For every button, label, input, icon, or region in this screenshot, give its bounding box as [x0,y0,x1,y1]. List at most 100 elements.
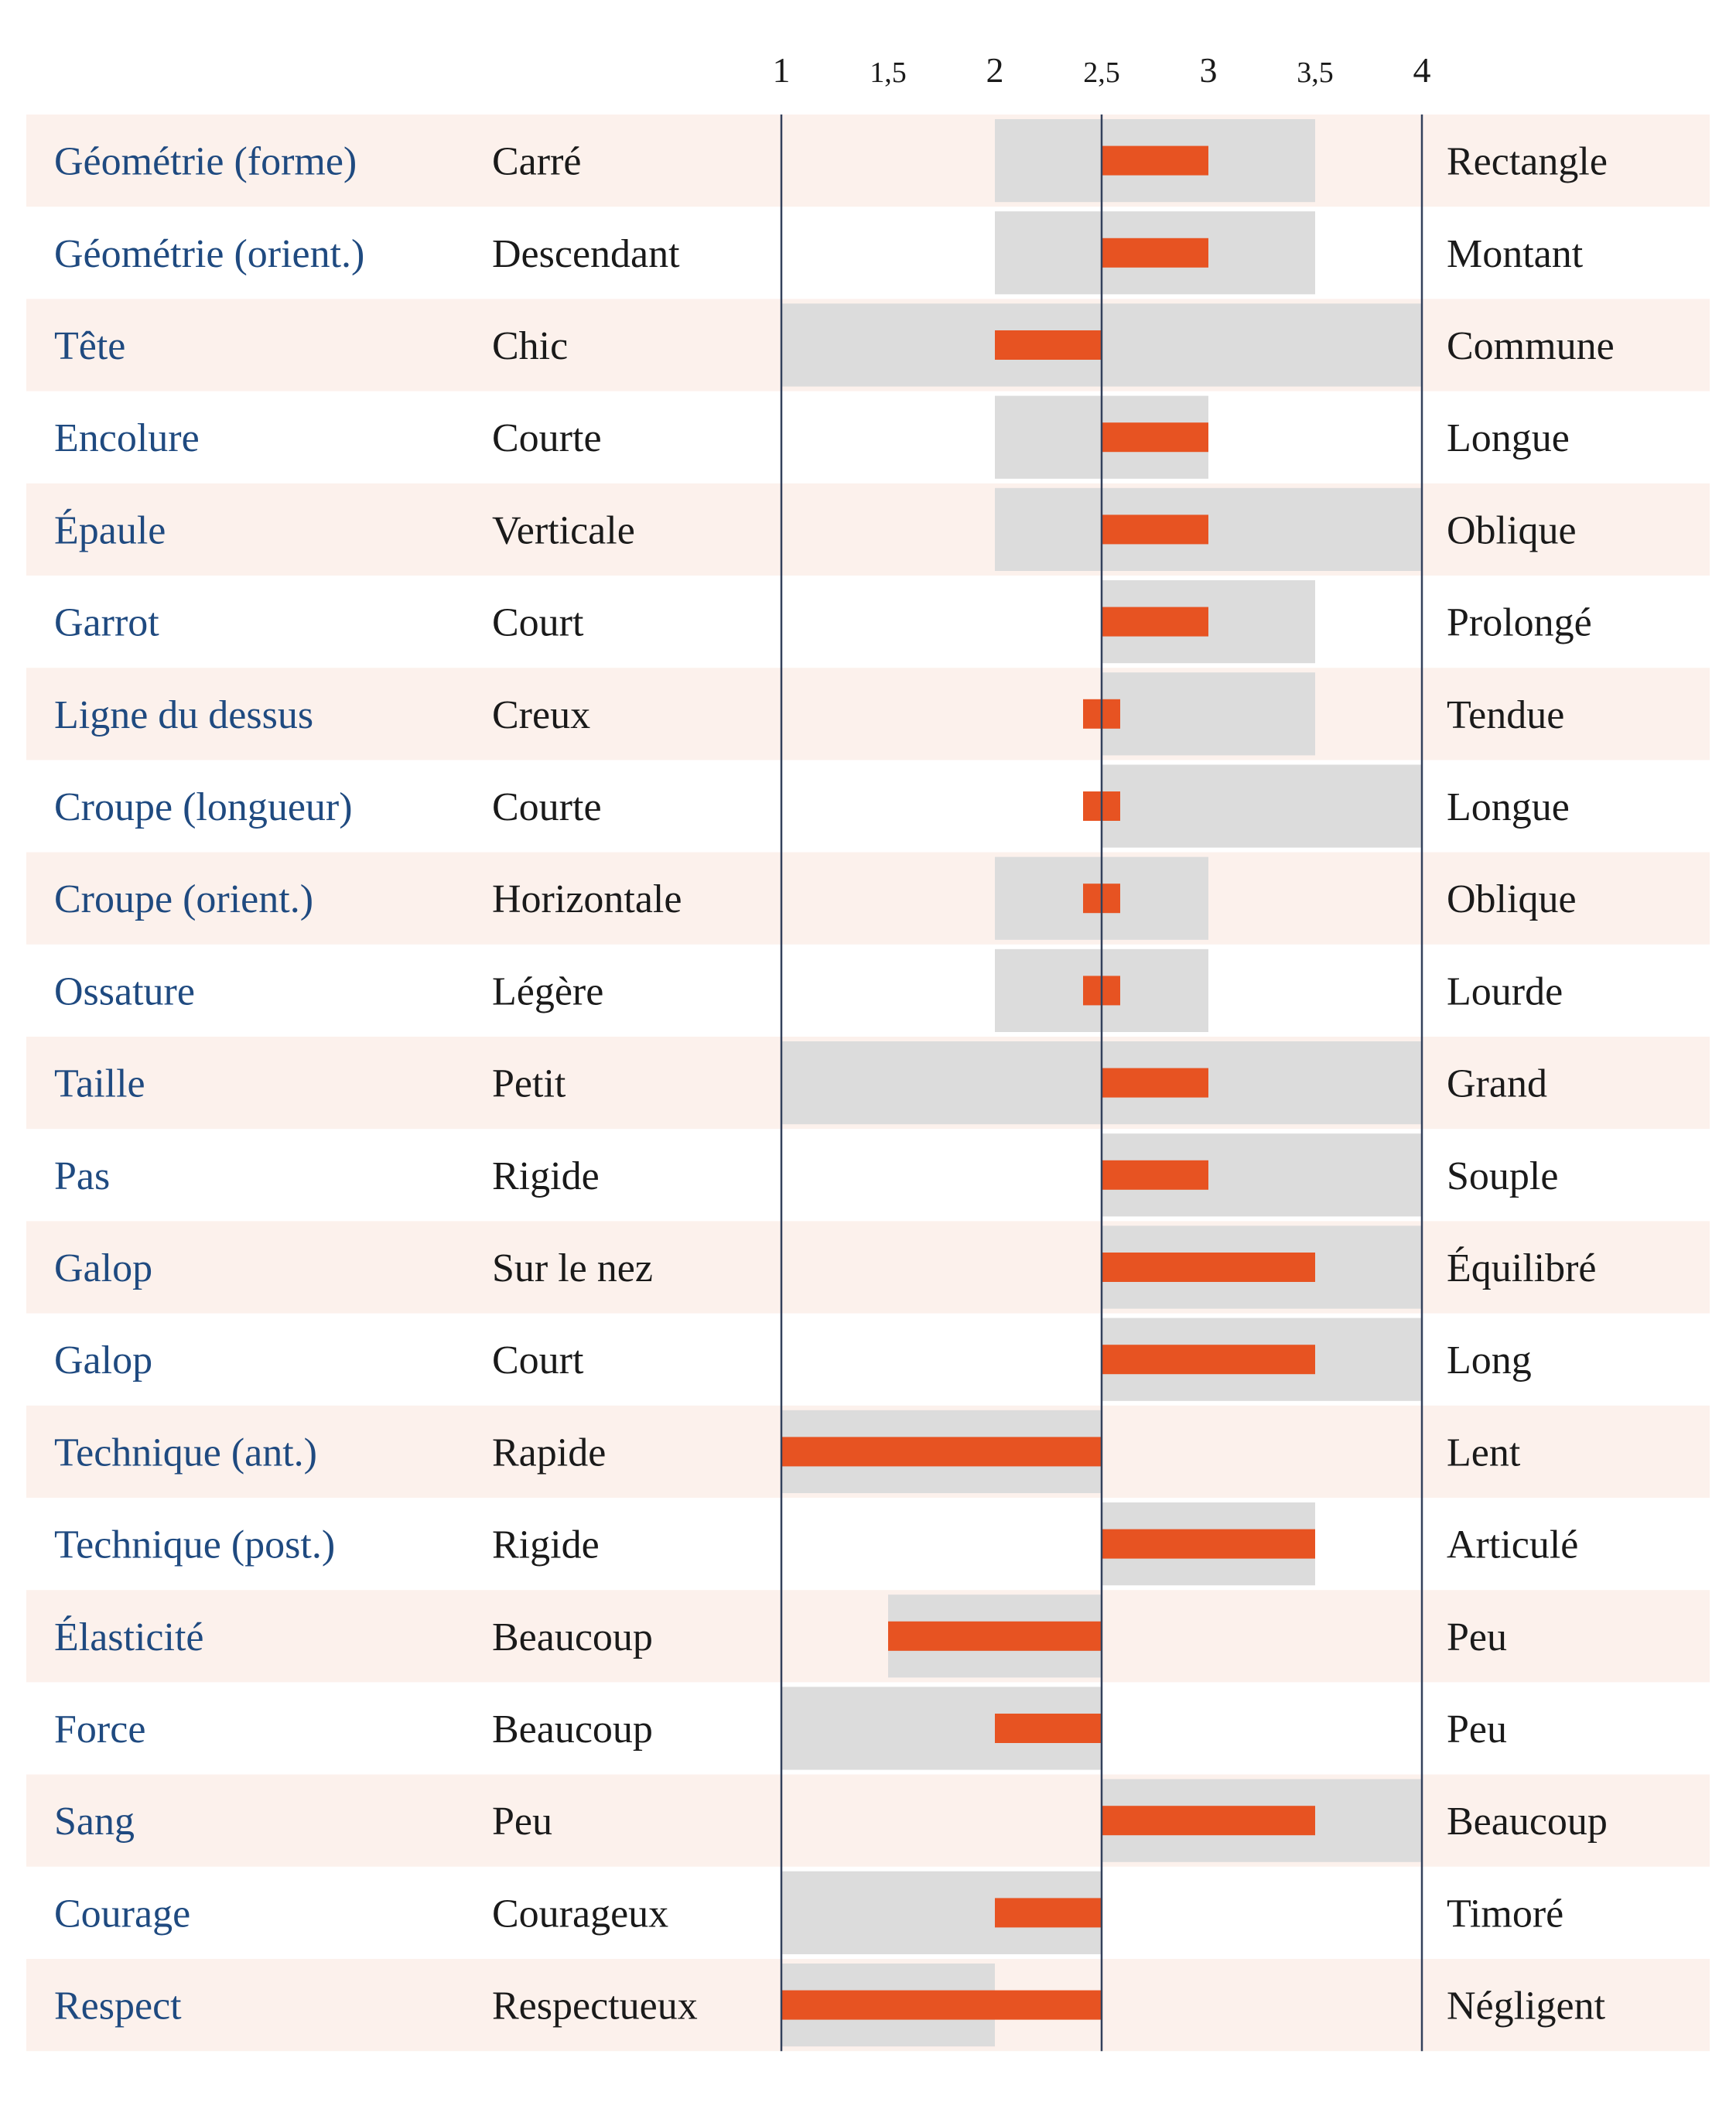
value-bar [1102,422,1208,453]
left-pole-label: Beaucoup [492,1615,653,1659]
value-bar [1102,1253,1315,1282]
trait-label: Géométrie (orient.) [54,232,364,276]
row-band [26,668,1710,760]
x-tick-label: 4 [1413,50,1431,90]
left-pole-label: Courageux [492,1892,668,1936]
left-pole-label: Court [492,601,584,645]
left-pole-label: Descendant [492,232,680,276]
row-band [26,483,1710,576]
value-bar [781,1437,1102,1467]
left-pole-label: Respectueux [492,1984,698,2029]
x-tick-label: 3 [1200,50,1218,90]
trait-label: Sang [54,1800,135,1844]
right-pole-label: Souple [1447,1154,1558,1198]
right-pole-label: Rectangle [1447,140,1608,184]
x-tick-label: 1,5 [870,56,907,89]
trait-label: Élasticité [54,1615,203,1659]
left-pole-label: Chic [492,324,568,368]
left-pole-label: Rigide [492,1523,600,1567]
left-pole-label: Creux [492,693,590,737]
range-bar [1102,672,1315,756]
trait-label: Géométrie (forme) [54,140,357,184]
trait-label: Galop [54,1338,152,1383]
left-pole-label: Courte [492,785,602,829]
trait-label: Garrot [54,601,159,645]
right-pole-label: Oblique [1447,877,1577,921]
left-pole-label: Rapide [492,1430,606,1475]
trait-label: Technique (ant.) [54,1430,317,1475]
value-bar [1102,1068,1208,1098]
left-pole-label: Petit [492,1062,566,1106]
value-bars [781,145,1315,2020]
trait-label: Tête [54,324,125,368]
row-labels: Géométrie (forme) Carré Rectangle Géométrie… [54,140,1615,2029]
right-pole-label: Négligent [1447,1984,1606,2029]
row-band [26,1221,1710,1314]
left-pole-label: Beaucoup [492,1707,653,1752]
left-pole-label: Verticale [492,508,635,552]
x-tick-label: 2,5 [1083,56,1120,89]
value-bar [1102,607,1208,637]
trait-label: Galop [54,1246,152,1290]
right-pole-label: Montant [1447,232,1584,276]
left-pole-label: Peu [492,1800,552,1844]
value-bar [1102,1160,1208,1190]
value-bar [781,1990,1102,2020]
trait-label: Croupe (longueur) [54,785,353,829]
right-pole-label: Articulé [1447,1523,1578,1567]
value-bar [995,330,1102,360]
value-bar [995,1898,1102,1928]
left-pole-label: Court [492,1338,584,1383]
value-bar [1102,145,1208,176]
right-pole-label: Commune [1447,324,1615,368]
trait-label: Ligne du dessus [54,693,313,737]
row-band [26,852,1710,945]
trait-label: Taille [54,1062,145,1106]
right-pole-label: Beaucoup [1447,1800,1608,1844]
left-pole-label: Horizontale [492,877,682,921]
row-band [26,114,1710,207]
value-bar [1102,1345,1315,1375]
right-pole-label: Lent [1447,1430,1521,1475]
trait-label: Force [54,1707,145,1752]
trait-label: Respect [54,1984,182,2029]
right-pole-label: Prolongé [1447,601,1592,645]
x-tick-label: 3,5 [1297,56,1334,89]
trait-label: Épaule [54,508,166,552]
right-pole-label: Timoré [1447,1892,1563,1936]
right-pole-label: Longue [1447,785,1570,829]
right-pole-label: Peu [1447,1707,1507,1752]
value-bar [888,1621,1102,1651]
value-bar [1102,1529,1315,1559]
trait-label: Pas [54,1154,110,1198]
left-pole-label: Courte [492,416,602,460]
range-bar [1102,764,1422,848]
x-tick-label: 2 [986,50,1004,90]
value-bar [1102,1806,1315,1836]
right-pole-label: Grand [1447,1062,1547,1106]
right-pole-label: Équilibré [1447,1246,1597,1290]
value-bar [1102,238,1208,268]
left-pole-label: Légère [492,969,603,1013]
right-pole-label: Long [1447,1338,1532,1383]
left-pole-label: Sur le nez [492,1246,653,1290]
left-pole-label: Rigide [492,1154,600,1198]
row-band [26,1774,1710,1867]
trait-label: Technique (post.) [54,1523,335,1567]
right-pole-label: Longue [1447,416,1570,460]
right-pole-label: Peu [1447,1615,1507,1659]
right-pole-label: Tendue [1447,693,1564,737]
left-pole-label: Carré [492,140,581,184]
value-bar [1102,514,1208,545]
trait-label: Courage [54,1892,190,1936]
row-band [26,1590,1710,1683]
trait-label: Croupe (orient.) [54,877,313,921]
x-tick-labels: 1 1,5 2 2,5 3 3,5 4 [773,50,1431,90]
right-pole-label: Oblique [1447,508,1577,552]
trait-label: Encolure [54,416,200,460]
right-pole-label: Lourde [1447,969,1563,1013]
x-tick-label: 1 [773,50,791,90]
trait-label: Ossature [54,969,195,1013]
axis-lines [780,114,1423,2052]
